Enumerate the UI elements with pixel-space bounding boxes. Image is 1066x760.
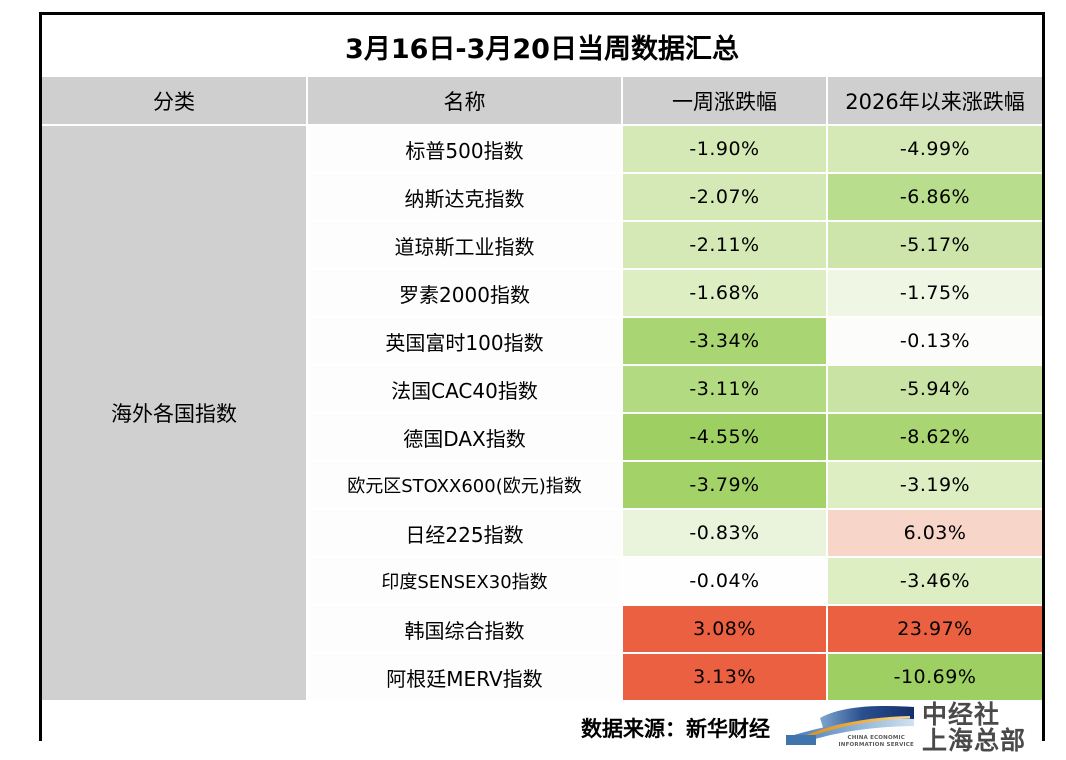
week-change-cell: -0.04% [623,558,828,606]
column-header-ytd: 2026年以来涨跌幅 [828,77,1042,126]
column-header-name: 名称 [308,77,623,126]
data-source-label: 数据来源：新华财经 [580,717,770,741]
week-change-cell: 3.08% [623,606,828,654]
table-row: 道琼斯工业指数 -2.11% -5.17% [42,222,1042,270]
ytd-change-cell: -5.17% [828,222,1042,270]
data-table: 分类 名称 一周涨跌幅 2026年以来涨跌幅 海外各国指数 标普500指数 -1.9… [42,77,1042,702]
index-name-cell: 韩国综合指数 [308,606,623,654]
ytd-change-cell: 6.03% [828,510,1042,558]
logo-en-line1: CHINA ECONOMIC [847,735,906,741]
logo-cn-line1: 中经社 [921,700,1000,729]
index-name-cell: 阿根廷MERV指数 [308,654,623,702]
table-row: 欧元区STOXX600(欧元)指数 -3.79% -3.19% [42,462,1042,510]
week-change-cell: -2.07% [623,174,828,222]
week-change-cell: -2.11% [623,222,828,270]
index-name-cell: 罗素2000指数 [308,270,623,318]
index-name-cell: 德国DAX指数 [308,414,623,462]
logo-en-line2: INFORMATION SERVICE [838,741,914,748]
logo-swoosh-icon: CHINA ECONOMIC INFORMATION SERVICE [784,704,916,752]
index-name-cell: 纳斯达克指数 [308,174,623,222]
table-header-row: 分类 名称 一周涨跌幅 2026年以来涨跌幅 [42,77,1042,126]
week-change-cell: -1.90% [623,126,828,174]
week-change-cell: -3.11% [623,366,828,414]
ytd-change-cell: -6.86% [828,174,1042,222]
category-cell: 海外各国指数 [42,126,308,702]
logo-cn-line2: 上海总部 [921,726,1026,755]
table-row: 英国富时100指数 -3.34% -0.13% [42,318,1042,366]
week-change-cell: -4.55% [623,414,828,462]
report-card: 3月16日-3月20日当周数据汇总 分类 名称 一周涨跌幅 2026年以来涨跌幅… [39,12,1045,754]
table-row: 阿根廷MERV指数 3.13% -10.69% [42,654,1042,702]
logo-chinese-text: 中经社 上海总部 [922,702,1026,754]
ytd-change-cell: -1.75% [828,270,1042,318]
index-name-cell: 道琼斯工业指数 [308,222,623,270]
table-row: 日经225指数 -0.83% 6.03% [42,510,1042,558]
column-header-category: 分类 [42,77,308,126]
ytd-change-cell: -8.62% [828,414,1042,462]
table-row: 印度SENSEX30指数 -0.04% -3.46% [42,558,1042,606]
week-change-cell: -0.83% [623,510,828,558]
table-body: 海外各国指数 标普500指数 -1.90% -4.99% 纳斯达克指数 -2.07% -6.… [42,126,1042,702]
page-title: 3月16日-3月20日当周数据汇总 [345,33,739,65]
week-change-cell: -3.79% [623,462,828,510]
index-name-cell: 印度SENSEX30指数 [308,558,623,606]
index-name-cell: 欧元区STOXX600(欧元)指数 [308,462,623,510]
table-row: 法国CAC40指数 -3.11% -5.94% [42,366,1042,414]
index-name-cell: 英国富时100指数 [308,318,623,366]
ytd-change-cell: -3.19% [828,462,1042,510]
title-bar: 3月16日-3月20日当周数据汇总 [42,15,1042,77]
table-row: 德国DAX指数 -4.55% -8.62% [42,414,1042,462]
week-change-cell: 3.13% [623,654,828,702]
index-name-cell: 法国CAC40指数 [308,366,623,414]
index-name-cell: 日经225指数 [308,510,623,558]
cnis-logo: CHINA ECONOMIC INFORMATION SERVICE 中经社 上… [784,702,1026,754]
ytd-change-cell: 23.97% [828,606,1042,654]
table-row: 海外各国指数 标普500指数 -1.90% -4.99% [42,126,1042,702]
week-change-cell: -3.34% [623,318,828,366]
ytd-change-cell: -3.46% [828,558,1042,606]
column-header-week: 一周涨跌幅 [623,77,828,126]
logo-english-text: CHINA ECONOMIC INFORMATION SERVICE [839,735,914,748]
table-row: 纳斯达克指数 -2.07% -6.86% [42,174,1042,222]
week-change-cell: -1.68% [623,270,828,318]
ytd-change-cell: -4.99% [828,126,1042,174]
ytd-change-cell: -5.94% [828,366,1042,414]
index-name-cell: 标普500指数 [308,126,623,174]
table-row: 韩国综合指数 3.08% 23.97% [42,606,1042,654]
ytd-change-cell: -0.13% [828,318,1042,366]
footer: 数据来源：新华财经 [42,702,1042,754]
table-row: 罗素2000指数 -1.68% -1.75% [42,270,1042,318]
ytd-change-cell: -10.69% [828,654,1042,702]
